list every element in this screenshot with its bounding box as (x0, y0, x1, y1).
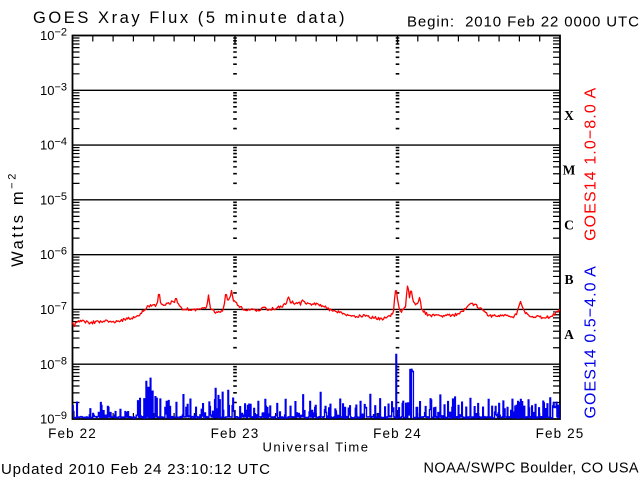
svg-text:10−8: 10−8 (40, 355, 67, 372)
svg-text:Feb 25: Feb 25 (536, 426, 585, 441)
svg-text:GOES Xray Flux (5 minute data): GOES Xray Flux (5 minute data) (33, 9, 347, 27)
svg-text:Watts m−2: Watts m−2 (7, 171, 28, 267)
svg-text:10−6: 10−6 (40, 246, 67, 263)
svg-text:10−3: 10−3 (40, 81, 67, 98)
svg-text:B: B (564, 272, 573, 287)
svg-text:Updated 2010 Feb 24 23:10:12 U: Updated 2010 Feb 24 23:10:12 UTC (1, 461, 271, 478)
svg-text:Begin: 2010 Feb 22 0000 UTC: Begin: 2010 Feb 22 0000 UTC (407, 14, 640, 31)
svg-text:X: X (564, 108, 574, 123)
svg-text:10−7: 10−7 (40, 301, 67, 318)
svg-text:GOES14 1.0−8.0 A: GOES14 1.0−8.0 A (583, 87, 600, 241)
svg-text:Feb 23: Feb 23 (211, 426, 260, 441)
svg-text:M: M (563, 163, 576, 178)
svg-text:Feb 24: Feb 24 (373, 426, 422, 441)
svg-text:Feb 22: Feb 22 (48, 426, 97, 441)
svg-text:GOES14 0.5−4.0 A: GOES14 0.5−4.0 A (583, 265, 600, 418)
svg-text:A: A (564, 327, 574, 342)
svg-text:10−2: 10−2 (40, 27, 67, 44)
svg-text:10−4: 10−4 (40, 136, 67, 153)
svg-text:Universal Time: Universal Time (263, 440, 370, 455)
svg-text:C: C (564, 217, 574, 232)
svg-text:10−9: 10−9 (40, 410, 67, 427)
svg-text:NOAA/SWPC Boulder, CO USA: NOAA/SWPC Boulder, CO USA (424, 461, 639, 477)
svg-text:10−5: 10−5 (40, 191, 67, 208)
